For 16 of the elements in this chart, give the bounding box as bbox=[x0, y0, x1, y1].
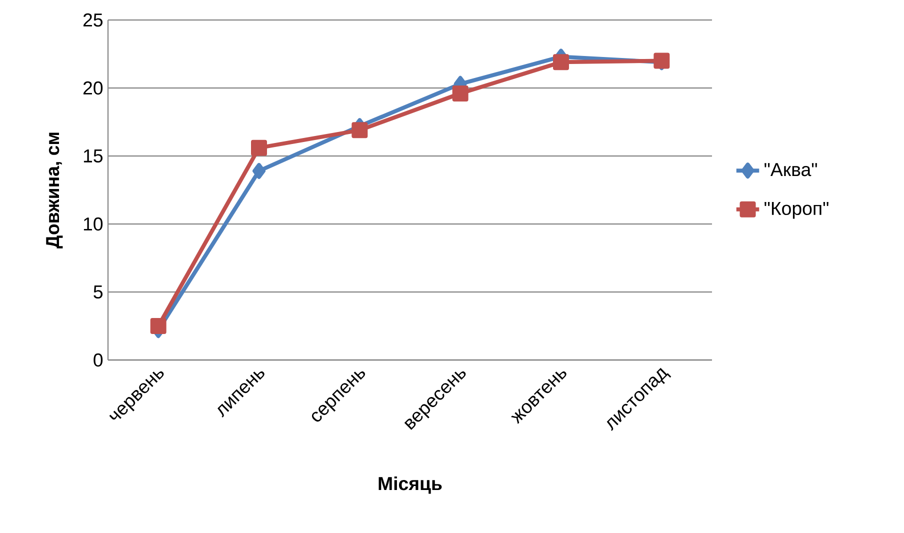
legend-label: "Короп" bbox=[764, 202, 828, 219]
y-tick-label: 20 bbox=[83, 81, 103, 94]
y-tick-label: 0 bbox=[94, 353, 103, 366]
x-axis-title: Місяць bbox=[378, 476, 442, 494]
y-tick-label: 10 bbox=[84, 217, 103, 230]
point bbox=[452, 85, 468, 102]
point bbox=[352, 122, 368, 138]
point bbox=[251, 140, 267, 156]
point bbox=[552, 54, 569, 70]
y-axis-title: Довжина, см bbox=[46, 132, 63, 248]
legend-label: "Аква" bbox=[764, 163, 817, 176]
point bbox=[150, 318, 166, 334]
point bbox=[252, 162, 266, 179]
y-tick-label: 15 bbox=[84, 149, 103, 162]
y-tick-label: 5 bbox=[94, 285, 103, 298]
y-tick-label: 25 bbox=[83, 13, 103, 26]
